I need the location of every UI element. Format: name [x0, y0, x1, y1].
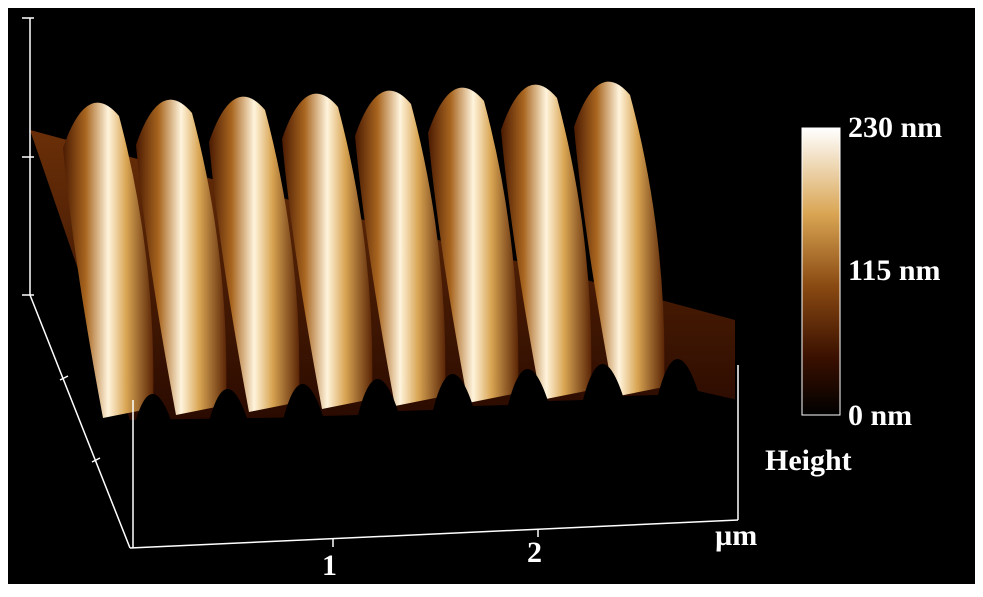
axis-unit: µm: [715, 519, 757, 552]
colorbar-label: 230 nm: [848, 111, 942, 144]
colorbar-label: 115 nm: [848, 254, 941, 287]
ridge: [501, 84, 592, 400]
colorbar-title: Height: [765, 444, 852, 477]
valley-edge: [130, 358, 738, 548]
ridge: [282, 93, 373, 409]
ridge: [428, 87, 519, 403]
axis-label: 1: [322, 549, 337, 582]
colorbar: [801, 127, 841, 416]
ridge: [209, 96, 300, 412]
axes: [22, 17, 739, 549]
ridge: [355, 90, 446, 406]
ridge: [63, 102, 154, 418]
ridges: [63, 81, 665, 418]
colorbar-label: 0 nm: [848, 399, 912, 432]
ridge: [574, 81, 665, 397]
ridge: [136, 99, 227, 415]
axis-label: 2: [527, 536, 542, 569]
